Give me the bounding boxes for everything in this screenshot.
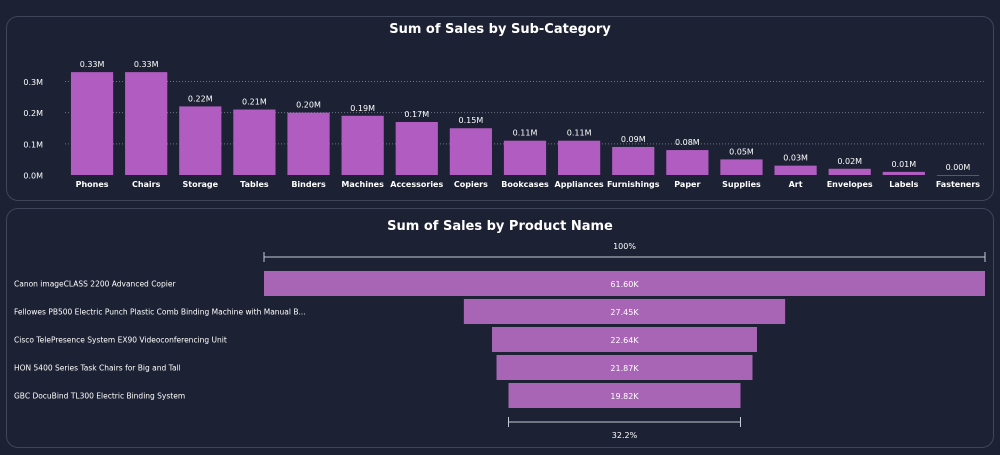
bar-value-label: 0.33M [80,60,105,69]
funnel-value-label: 61.60K [610,280,639,289]
bar [558,140,601,175]
funnel-value-label: 19.82K [610,392,639,401]
funnel-category-label: GBC DocuBind TL300 Electric Binding Syst… [14,392,185,401]
funnel-category-label: Cisco TelePresence System EX90 Videoconf… [14,336,227,345]
x-tick-label: Art [789,180,803,189]
y-tick-label: 0.2M [23,109,43,118]
bar-value-label: 0.01M [891,160,916,169]
x-tick-label: Storage [183,180,219,189]
funnel-bar [463,299,786,324]
funnel-category-label: Canon imageCLASS 2200 Advanced Copier [14,280,176,289]
x-tick-label: Machines [341,180,384,189]
funnel-bar [508,383,741,408]
bar [882,171,925,175]
funnel-bar [264,271,985,296]
funnel-bottom-percent: 32.2% [612,431,638,440]
funnel-category-label: HON 5400 Series Task Chairs for Big and … [14,364,181,373]
bar [666,150,709,175]
bar-value-label: 0.02M [837,157,862,166]
bar-value-label: 0.22M [188,94,213,103]
x-tick-label: Fasteners [936,180,980,189]
funnel-bar [492,327,757,352]
bar [720,159,763,175]
bar-value-label: 0.11M [513,129,538,138]
funnel-value-label: 27.45K [610,308,639,317]
bar [503,140,547,175]
bar-value-label: 0.11M [567,129,592,138]
bar [179,106,222,175]
x-tick-label: Envelopes [827,180,873,189]
y-tick-label: 0.3M [23,78,43,87]
bar-value-label: 0.19M [350,104,375,113]
bar [774,165,817,175]
bar [828,168,871,175]
funnel-bar [496,355,753,380]
x-tick-label: Bookcases [501,180,549,189]
bar [395,122,438,175]
x-tick-label: Accessories [390,180,443,189]
y-tick-label: 0.1M [23,140,43,149]
bar-value-label: 0.21M [242,98,267,107]
x-tick-label: Copiers [454,180,488,189]
x-tick-label: Labels [889,180,918,189]
bar-value-label: 0.08M [675,138,700,147]
bar [70,72,114,175]
bar-value-label: 0.05M [729,147,754,156]
subcategory-chart-panel: Sum of Sales by Sub-Category 0.0M 0.1M 0.2… [6,16,994,201]
x-tick-label: Paper [674,180,700,189]
subcategory-chart-title: Sum of Sales by Sub-Category [389,22,611,37]
x-tick-label: Tables [240,180,269,189]
bar-value-label: 0.20M [296,101,321,110]
bar [612,146,655,175]
x-tick-label: Phones [76,180,109,189]
product-funnel-panel: Sum of Sales by Product Name 100% 61.60K C… [6,208,994,448]
funnel-category-label: Fellowes PB500 Electric Punch Plastic Co… [14,308,306,317]
x-tick-label: Furnishings [607,180,660,189]
x-tick-label: Supplies [722,180,761,189]
bar [125,72,168,175]
x-tick-label: Appliances [555,180,604,189]
bar [233,109,276,175]
funnel-top-percent: 100% [613,242,636,251]
bar [287,112,330,175]
bar [341,115,384,175]
bar-value-label: 0.03M [783,154,808,163]
x-tick-label: Chairs [132,180,161,189]
product-funnel-chart: 100% 61.60K Canon imageCLASS 2200 Advanced… [14,242,986,440]
x-tick-label: Binders [291,180,326,189]
bar-value-label: 0.00M [946,163,971,172]
funnel-value-label: 22.64K [610,336,639,345]
y-tick-label: 0.0M [23,172,43,181]
subcategory-bar-chart: 0.0M 0.1M 0.2M 0.3M 0.33M Phones 0.33M Chairs 0.… [23,60,985,189]
funnel-value-label: 21.87K [610,364,639,373]
bar-value-label: 0.17M [404,110,429,119]
bar [449,128,492,175]
bar-value-label: 0.09M [621,135,646,144]
product-funnel-title: Sum of Sales by Product Name [387,219,613,234]
bar-value-label: 0.33M [134,60,159,69]
bar [936,175,980,176]
bar-value-label: 0.15M [459,116,484,125]
